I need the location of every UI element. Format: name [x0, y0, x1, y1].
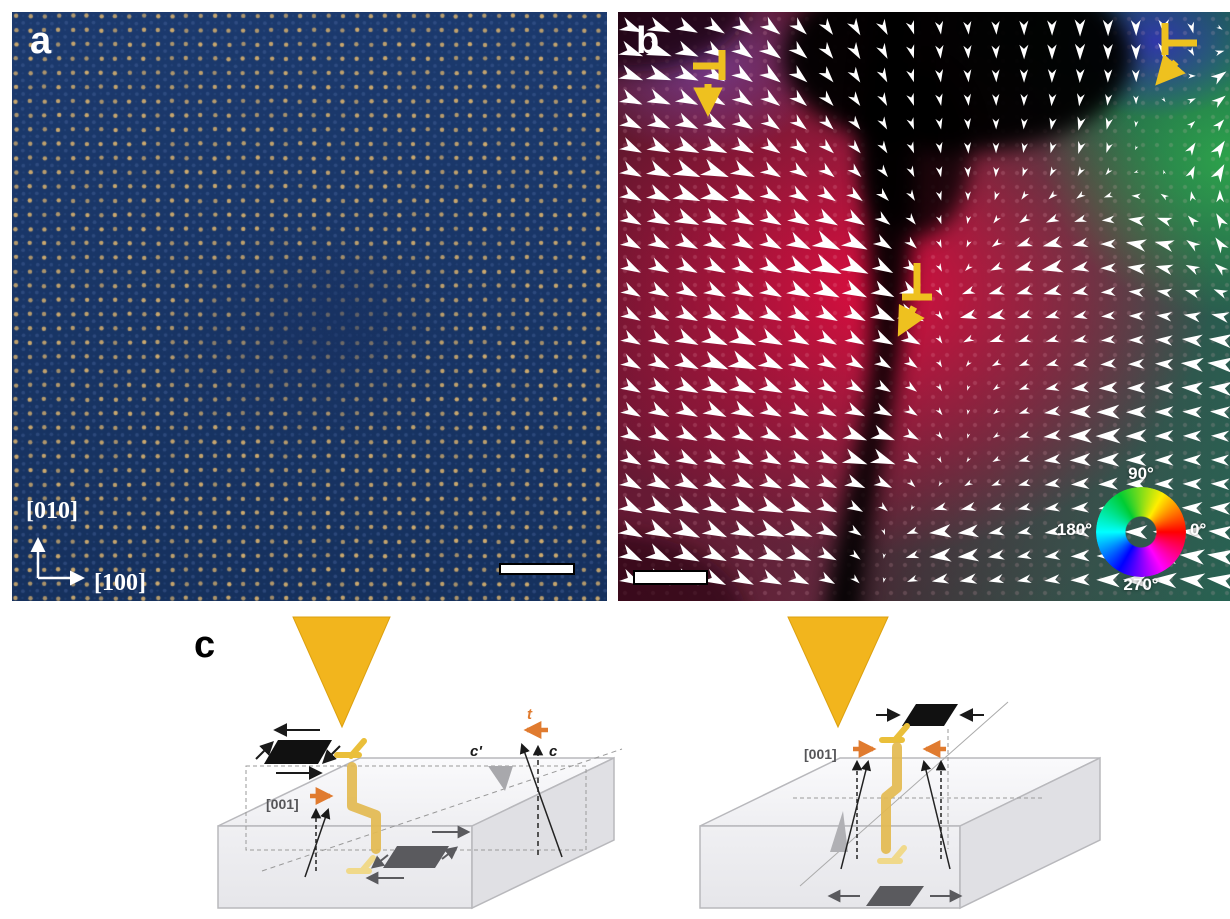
dislocation-line: [877, 723, 910, 864]
polarization-arrow-field: [618, 12, 1230, 601]
c-axis-label: c: [549, 743, 558, 760]
direction-001-label: [001]: [266, 796, 299, 812]
vector-arrows: [618, 16, 1230, 590]
atomic-lattice-canvas: [12, 12, 607, 601]
dislocation-marker-top-left: [693, 50, 726, 117]
panel-b-label: b: [636, 20, 660, 62]
001-direction-group: [001]: [266, 787, 334, 878]
crystal-axes-icon: [30, 537, 85, 586]
wheel-label-0: 0°: [1190, 520, 1207, 539]
midplane-dashed-outline: [245, 765, 587, 851]
c-axis-tilt-group: c' t c: [470, 706, 563, 858]
axis-label-010: [010]: [26, 498, 78, 524]
dislocation-markers: [693, 23, 1197, 337]
wheel-label-180: 180°: [1056, 520, 1092, 539]
dislocation-marker-center: [897, 263, 932, 337]
shear-cell-bottom: [365, 825, 471, 885]
scalebar: [499, 563, 575, 575]
schematic-left: c' t c [001]: [217, 616, 623, 910]
shear-cell-top: [255, 723, 341, 780]
glide-plane-trace: [799, 701, 1009, 887]
domain-wedge: [830, 811, 848, 852]
probe-tip-icon: [787, 616, 889, 729]
tilt-label: t: [527, 706, 533, 723]
probe-tip-icon: [292, 616, 391, 729]
001-direction-group: [001]: [804, 740, 951, 870]
panel-a-label: a: [30, 20, 52, 62]
wheel-label-270: 270°: [1123, 575, 1159, 594]
wheel-label-90: 90°: [1128, 464, 1154, 483]
domain-wedge: [488, 766, 513, 791]
panel-a-stem-image: a [010] [100]: [12, 12, 607, 601]
c-prime-label: c': [470, 743, 482, 760]
tension-cell-bottom: [827, 886, 963, 906]
polarization-angle-color-wheel: [1096, 487, 1186, 577]
dislocation-marker-top-right: [1155, 23, 1197, 86]
crystal-side-face: [959, 756, 1101, 910]
compression-cell-top: [876, 704, 984, 726]
panel-b-polarization-map: 90° 180° 0° 270° b: [618, 12, 1230, 601]
axis-label-100: [100]: [94, 570, 146, 596]
crystal-side-face: [471, 756, 615, 910]
direction-001-label: [001]: [804, 746, 837, 762]
panel-c-label: c: [194, 624, 215, 666]
scalebar: [633, 570, 708, 585]
panel-c-schematics: c c' t c: [194, 616, 1101, 910]
glide-plane-trace: [261, 748, 623, 872]
schematic-right: [001]: [699, 616, 1101, 910]
